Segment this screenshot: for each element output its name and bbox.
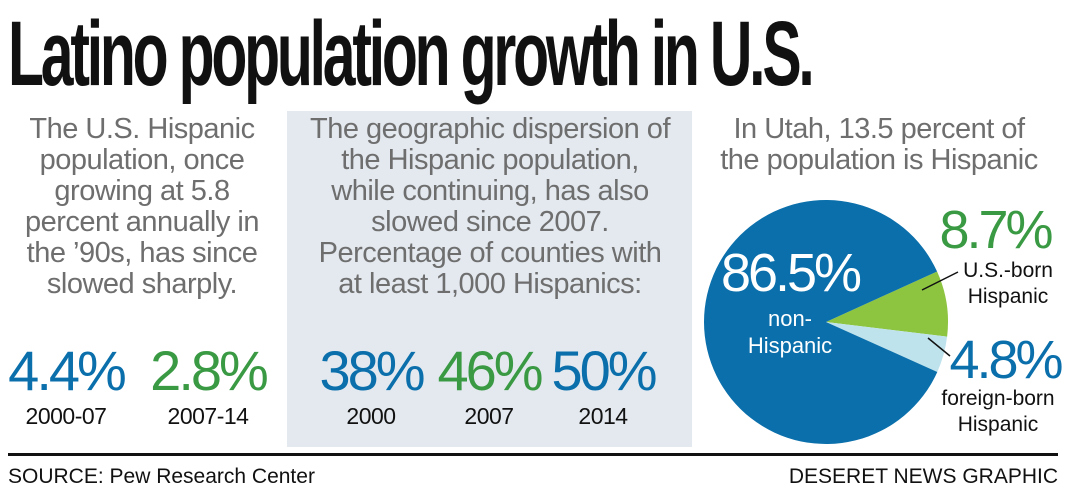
growth-description-line: The U.S. Hispanic (29, 113, 255, 145)
growth-period: 2007-14 (167, 403, 249, 429)
leader-line-foreign-born (927, 337, 951, 357)
slice-value-non-hispanic: 86.5% (721, 243, 861, 303)
growth-description-line: growing at 5.8 (54, 175, 230, 207)
pie-slice-foreign-born (826, 322, 948, 372)
dispersion-description-line: while continuing, has also (331, 175, 649, 207)
growth-description-line: the ’90s, has since (26, 237, 258, 269)
dispersion-value: 46% (437, 339, 543, 402)
growth-value: 2.8% (150, 339, 269, 402)
slice-label-non-hispanic-line: non- (768, 306, 812, 331)
pie-slice-us-born (826, 271, 948, 337)
graphic-credit: DESERET NEWS GRAPHIC (788, 465, 1058, 488)
utah-heading-line: In Utah, 13.5 percent of (733, 113, 1025, 145)
growth-stat-2007-14: 2.8% 2007-14 (148, 339, 269, 430)
dispersion-year: 2007 (464, 403, 514, 429)
dispersion-description-line: slowed since 2007. (371, 206, 609, 238)
dispersion-description: The geographic dispersion of the Hispani… (290, 114, 690, 300)
dispersion-value: 50% (551, 339, 657, 402)
growth-description-line: slowed sharply. (46, 268, 238, 300)
dispersion-stat-2000: 38% 2000 (313, 340, 429, 430)
slice-label-us-born-line: U.S.-born (963, 259, 1053, 282)
dispersion-stat-2014: 50% 2014 (545, 340, 661, 430)
slice-value-us-born: 8.7% (939, 200, 1052, 260)
utah-heading-line: the population is Hispanic (720, 144, 1038, 176)
growth-description-line: population, once (39, 144, 245, 176)
pie-slice-non-hispanic (704, 200, 938, 445)
dispersion-value: 38% (319, 339, 425, 402)
growth-description-line: percent annually in (25, 206, 259, 238)
slice-label-foreign-born-line: foreign-born (941, 387, 1054, 410)
slice-label-foreign-born-line: Hispanic (958, 413, 1039, 436)
source-credit: SOURCE: Pew Research Center (8, 465, 315, 488)
dispersion-year: 2014 (578, 403, 628, 429)
dispersion-description-line: the Hispanic population, (341, 144, 639, 176)
growth-period: 2000-07 (25, 403, 107, 429)
slice-label-non-hispanic-line: Hispanic (748, 333, 832, 358)
dispersion-description-line: at least 1,000 Hispanics: (338, 268, 642, 300)
growth-stat-2000-07: 4.4% 2000-07 (6, 339, 127, 430)
utah-heading: In Utah, 13.5 percent of the population … (700, 114, 1058, 176)
slice-value-foreign-born: 4.8% (949, 330, 1062, 390)
slice-label-us-born-line: Hispanic (968, 285, 1049, 308)
dispersion-description-line: Percentage of counties with (318, 237, 662, 269)
dispersion-panel (287, 111, 692, 447)
footer-rule (8, 453, 1058, 456)
growth-value: 4.4% (8, 339, 127, 402)
growth-description: The U.S. Hispanic population, once growi… (8, 114, 276, 300)
dispersion-description-line: The geographic dispersion of (309, 113, 671, 145)
dispersion-year: 2000 (346, 403, 396, 429)
leader-line-us-born (921, 271, 959, 291)
dispersion-stat-2007: 46% 2007 (431, 340, 547, 430)
